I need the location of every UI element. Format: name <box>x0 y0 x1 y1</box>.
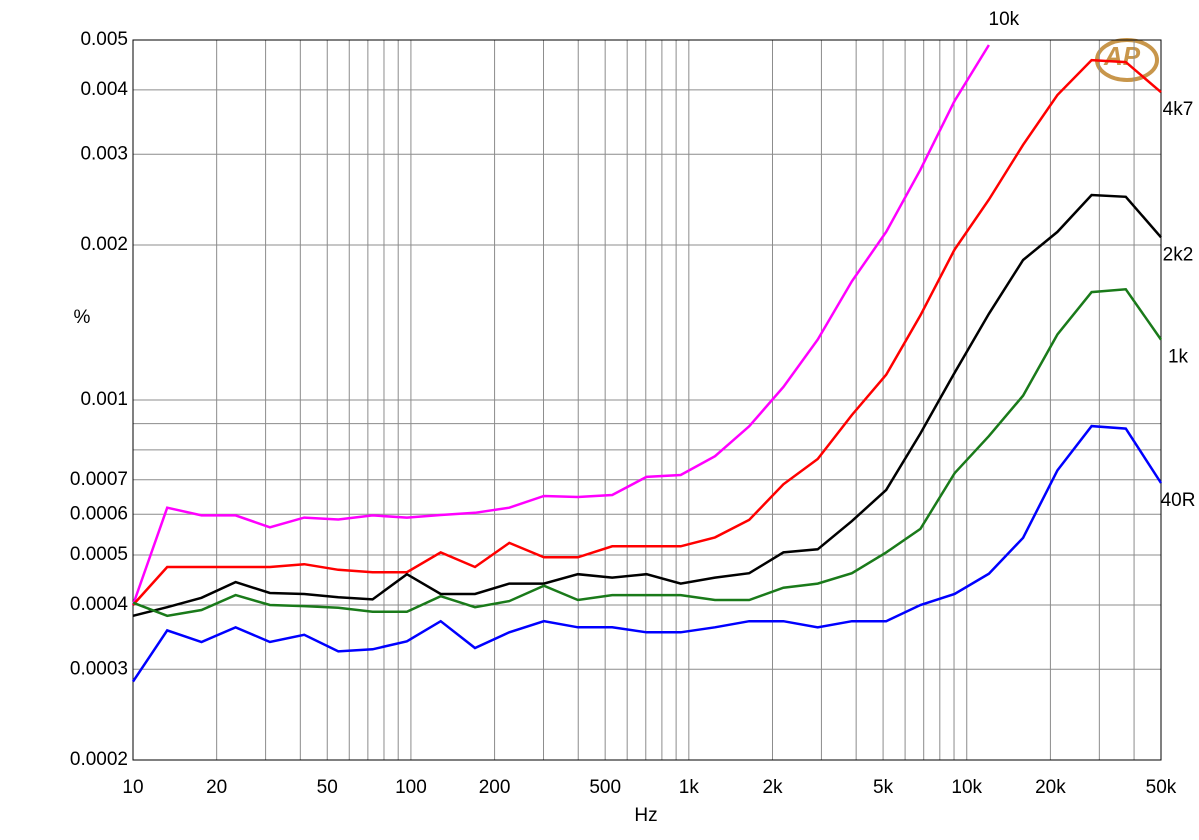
series-line <box>131 44 990 606</box>
x-axis-label: Hz <box>634 805 657 826</box>
y-axis-label: % <box>74 307 91 328</box>
x-tick-label: 500 <box>589 777 621 798</box>
series-line <box>132 58 1162 606</box>
x-tick-label: 5k <box>873 777 894 798</box>
y-tick-label: 0.0005 <box>70 544 128 565</box>
series-label: 2k2 <box>1163 244 1194 265</box>
series-label: 1k <box>1168 347 1189 368</box>
y-tick-label: 0.0004 <box>70 594 129 615</box>
y-tick-label: 0.001 <box>80 389 128 410</box>
x-tick-label: 50k <box>1146 777 1177 798</box>
x-tick-label: 2k <box>762 777 783 798</box>
series-label: 4k7 <box>1163 99 1194 120</box>
series-label: 40R <box>1161 490 1196 511</box>
y-tick-label: 0.0003 <box>70 658 128 679</box>
y-tick-label: 0.004 <box>80 79 128 100</box>
logo-text: AP <box>1103 41 1141 71</box>
series-line <box>131 424 1163 683</box>
x-tick-label: 200 <box>479 777 511 798</box>
x-tick-label: 20k <box>1035 777 1066 798</box>
y-tick-label: 0.003 <box>80 143 128 164</box>
y-tick-label: 0.0006 <box>70 503 128 524</box>
series-line <box>132 287 1163 618</box>
x-tick-label: 10k <box>951 777 982 798</box>
y-tick-label: 0.0007 <box>70 469 128 490</box>
y-tick-label: 0.0002 <box>70 749 128 770</box>
x-tick-label: 10 <box>122 777 143 798</box>
x-tick-label: 100 <box>395 777 427 798</box>
x-tick-label: 20 <box>206 777 227 798</box>
x-tick-label: 1k <box>679 777 700 798</box>
y-tick-label: 0.002 <box>80 234 128 255</box>
series-line <box>132 193 1162 618</box>
plot-border <box>132 39 1162 761</box>
y-tick-label: 0.005 <box>80 29 128 50</box>
series-label: 10k <box>989 9 1020 30</box>
x-tick-label: 50 <box>317 777 338 798</box>
